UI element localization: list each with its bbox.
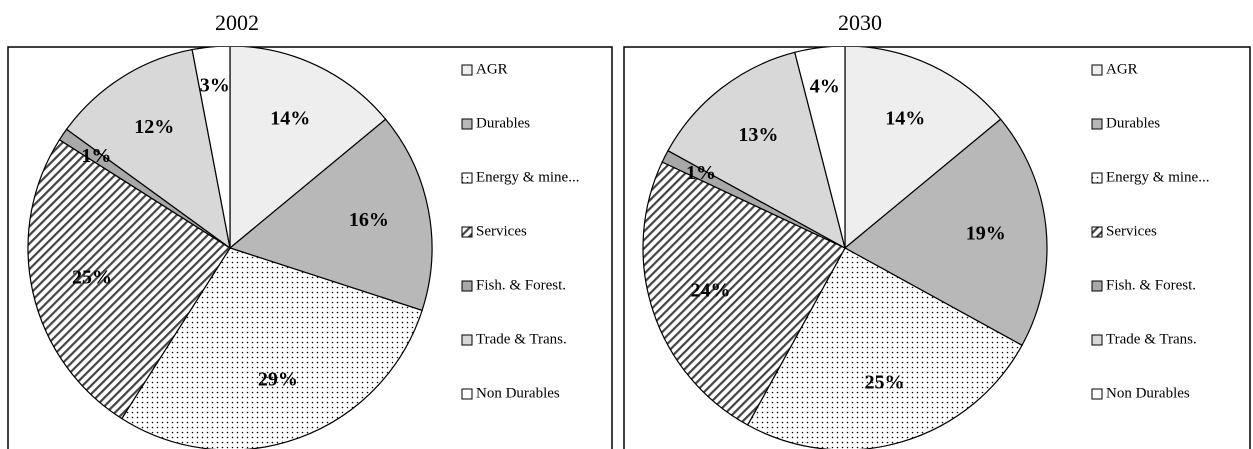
pie-slice: [844, 47, 1002, 250]
legend-swatch: [461, 334, 473, 346]
data-label: 3%: [200, 75, 230, 97]
legend-swatch: [461, 280, 473, 292]
pie-slice: [65, 48, 231, 250]
legend-label: Trade & Trans.: [476, 331, 567, 347]
legend-label: AGR: [1106, 61, 1138, 77]
legend-label: Non Durables: [1106, 385, 1190, 401]
pie-slice: [642, 161, 846, 426]
panel-border: [623, 46, 1251, 449]
legend-label: Durables: [1106, 115, 1160, 131]
data-label: 14%: [885, 108, 925, 130]
data-label: 25%: [72, 266, 112, 288]
legend-label: AGR: [476, 61, 508, 77]
chart-title: 2030: [838, 10, 882, 35]
legend-swatch: [461, 64, 473, 76]
pie: [27, 47, 433, 449]
legend-label: Energy & mine...: [1106, 169, 1209, 185]
data-label: 19%: [966, 222, 1006, 244]
pie: [642, 47, 1048, 449]
legend-swatch: [1091, 280, 1103, 292]
legend-swatch: [1091, 118, 1103, 130]
chart-title: 2002: [215, 10, 259, 35]
pie-slice: [191, 47, 231, 249]
data-label: 29%: [258, 369, 298, 391]
panel-border: [7, 46, 613, 449]
legend-swatch: [1091, 172, 1103, 184]
pie-slice: [843, 118, 1048, 347]
pie-slice: [229, 47, 387, 250]
legend-label: Durables: [476, 115, 530, 131]
legend-label: Fish. & Forest.: [476, 277, 566, 293]
legend-label: Non Durables: [476, 385, 560, 401]
legend-swatch: [1091, 388, 1103, 400]
pie-slice: [120, 247, 423, 449]
data-label: 24%: [691, 279, 731, 301]
data-label: 1%: [686, 162, 716, 184]
legend-swatch: [461, 118, 473, 130]
data-label: 14%: [270, 108, 310, 130]
legend-swatch: [1091, 226, 1103, 238]
data-label: 16%: [349, 209, 389, 231]
legend-label: Services: [476, 223, 527, 239]
legend-swatch: [461, 172, 473, 184]
legend-label: Energy & mine...: [476, 169, 579, 185]
legend-label: Fish. & Forest.: [1106, 277, 1196, 293]
data-label: 13%: [738, 124, 778, 146]
data-label: 12%: [134, 116, 174, 138]
legend-swatch: [461, 388, 473, 400]
pie-slice: [746, 247, 1023, 449]
data-label: 4%: [810, 75, 840, 97]
pie-slice: [228, 118, 433, 312]
pie-slice: [27, 138, 231, 420]
pie-slice: [794, 47, 846, 249]
legend-label: Trade & Trans.: [1106, 331, 1197, 347]
legend-swatch: [1091, 334, 1103, 346]
data-label: 25%: [864, 371, 904, 393]
legend-swatch: [461, 226, 473, 238]
pie-slice: [667, 51, 846, 250]
legend-swatch: [1091, 64, 1103, 76]
data-label: 1%: [81, 145, 111, 167]
legend-label: Services: [1106, 223, 1157, 239]
